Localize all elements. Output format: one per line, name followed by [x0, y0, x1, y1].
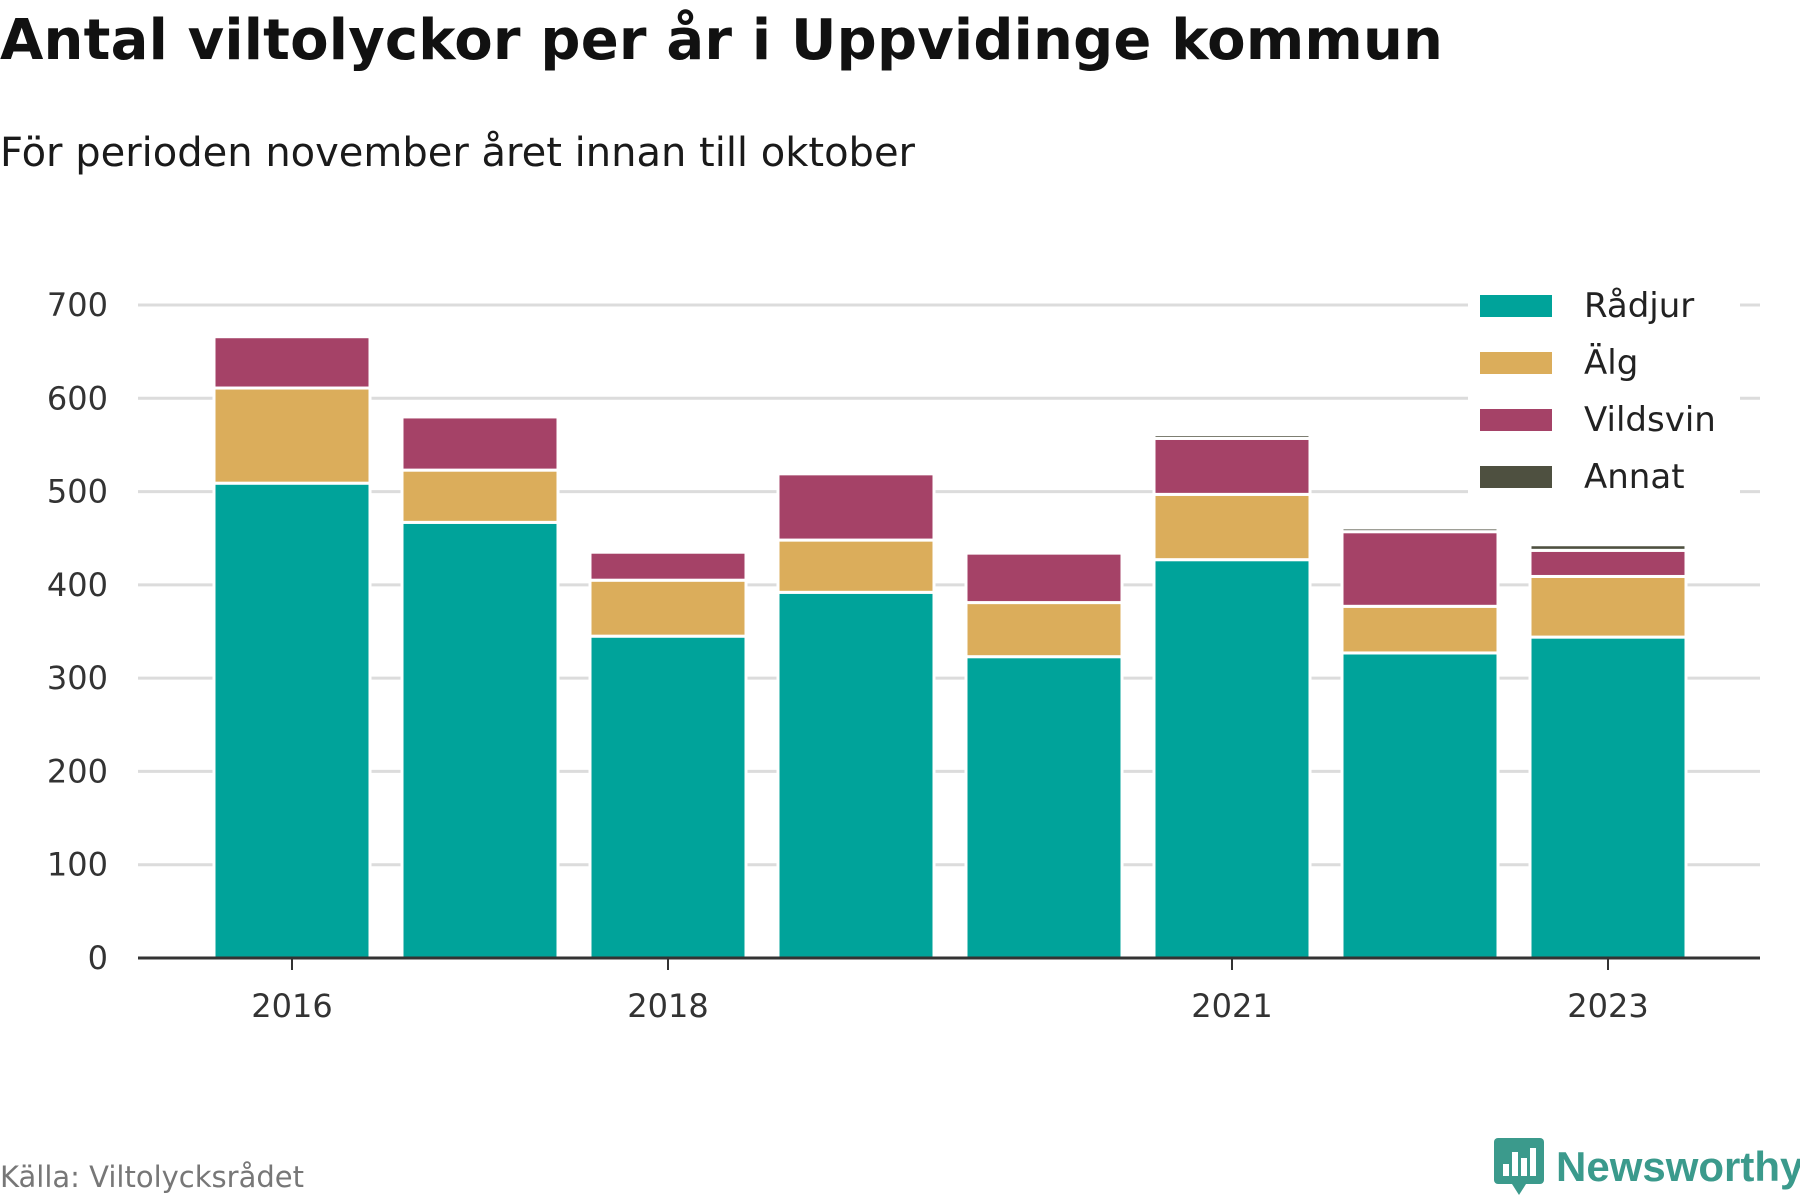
bar-segment-vildsvin [1528, 548, 1688, 578]
bars [212, 335, 1688, 960]
bar-segment-rådjur [1528, 635, 1688, 960]
legend-swatch-rådjur [1480, 295, 1552, 317]
bar-segment-rådjur [1152, 558, 1312, 960]
chart-subtitle: För perioden november året innan till ok… [0, 130, 915, 176]
bar-segment-vildsvin [588, 550, 748, 582]
bar-segment-rådjur [776, 590, 936, 960]
chart-title: Antal viltolyckor per år i Uppvidinge ko… [0, 8, 1444, 73]
legend-label: Älg [1584, 343, 1638, 383]
newsworthy-logo: Newsworthy [1494, 1138, 1800, 1196]
y-tick-label: 300 [47, 659, 108, 697]
legend-swatch-annat [1480, 466, 1552, 488]
legend-label: Annat [1584, 457, 1685, 497]
bar-segment-älg [1152, 492, 1312, 562]
bar-segment-älg [1340, 604, 1500, 655]
bar-segment-vildsvin [212, 335, 372, 390]
bar-segment-vildsvin [1340, 530, 1500, 608]
x-tick-label: 2023 [1567, 987, 1648, 1025]
bar-segment-rådjur [588, 634, 748, 960]
bar-segment-vildsvin [1152, 436, 1312, 496]
y-tick-label: 0 [88, 939, 108, 977]
legend-swatch-älg [1480, 352, 1552, 374]
bar-segment-rådjur [212, 481, 372, 960]
chart-logo-icon [1494, 1138, 1544, 1195]
bar-segment-annat [1340, 526, 1500, 534]
bar-segment-älg [588, 578, 748, 638]
bar-segment-rådjur [964, 655, 1124, 960]
legend-swatch-vildsvin [1480, 409, 1552, 431]
y-tick-label: 700 [47, 286, 108, 324]
bar-segment-älg [212, 386, 372, 485]
legend-background [1468, 282, 1740, 500]
y-tick-label: 500 [47, 473, 108, 511]
x-tick-label: 2021 [1191, 987, 1272, 1025]
legend: Rådjur Älg Vildsvin Annat [1468, 282, 1740, 500]
source-note: Källa: Viltolycksrådet [0, 1160, 304, 1194]
bar-segment-älg [400, 468, 560, 524]
y-axis-ticks: 0 100 200 300 400 500 600 700 [47, 286, 108, 977]
x-axis: 2016 2018 2021 2023 [138, 956, 1760, 1025]
y-tick-label: 100 [47, 846, 108, 884]
y-tick-label: 400 [47, 566, 108, 604]
bar-segment-vildsvin [964, 551, 1124, 605]
legend-label: Vildsvin [1584, 400, 1716, 440]
y-tick-label: 200 [47, 752, 108, 790]
bar-segment-annat [1528, 543, 1688, 552]
bar-segment-rådjur [1340, 651, 1500, 960]
bar-segment-vildsvin [400, 415, 560, 472]
bar-segment-rådjur [400, 520, 560, 960]
x-tick-label: 2016 [251, 987, 332, 1025]
bar-segment-älg [1528, 574, 1688, 639]
bar-segment-vildsvin [776, 472, 936, 542]
legend-label: Rådjur [1584, 286, 1694, 326]
x-tick-label: 2018 [627, 987, 708, 1025]
bar-segment-annat [1152, 433, 1312, 440]
brand-name: Newsworthy [1556, 1143, 1800, 1190]
y-tick-label: 600 [47, 379, 108, 417]
bar-segment-älg [964, 601, 1124, 659]
bar-segment-älg [776, 538, 936, 594]
